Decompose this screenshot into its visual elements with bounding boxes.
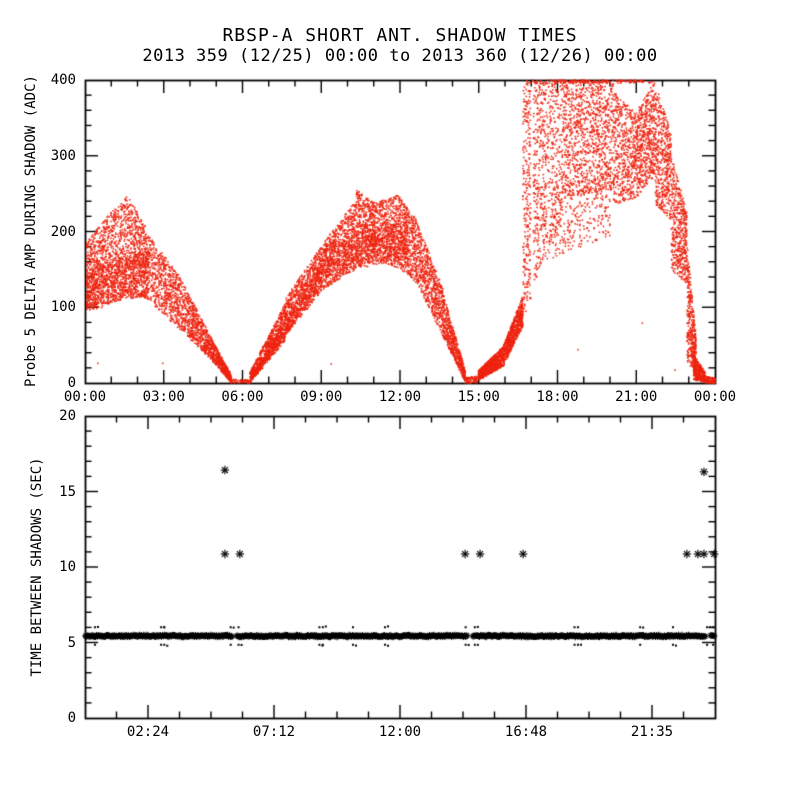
bottom-panel-y-axis-title: TIME BETWEEN SHADOWS (SEC): [29, 457, 45, 677]
x-tick-label: 00:00: [63, 389, 107, 405]
y-tick-label: 10: [59, 559, 76, 575]
x-tick-label: 16:48: [504, 724, 548, 740]
y-tick-label: 0: [67, 710, 76, 726]
x-tick-label: 03:00: [142, 389, 185, 405]
y-tick-label: 200: [50, 223, 76, 240]
x-tick-label: 18:00: [536, 389, 579, 405]
x-tick-label: 15:00: [457, 389, 500, 405]
y-tick-label: 100: [50, 299, 76, 316]
y-tick-label: 15: [59, 483, 76, 500]
x-tick-label: 21:00: [615, 389, 658, 405]
x-tick-label: 07:12: [252, 724, 296, 740]
y-tick-label: 20: [59, 408, 76, 424]
x-tick-label: 12:00: [378, 389, 422, 405]
y-tick-label: 5: [67, 634, 76, 651]
x-tick-label: 02:24: [126, 724, 170, 740]
y-tick-label: 400: [50, 72, 76, 88]
x-tick-label: 00:00: [693, 389, 737, 405]
top-panel-y-axis-title: Probe 5 DELTA AMP DURING SHADOW (ADC): [23, 75, 39, 387]
x-tick-label: 21:35: [630, 724, 674, 740]
x-tick-label: 06:00: [221, 389, 264, 405]
chart-subtitle: 2013 359 (12/25) 00:00 to 2013 360 (12/2…: [142, 46, 658, 66]
chart-title: RBSP-A SHORT ANT. SHADOW TIMES: [222, 25, 578, 46]
x-tick-label: 12:00: [378, 724, 422, 740]
x-tick-label: 09:00: [300, 389, 343, 405]
y-tick-label: 0: [67, 375, 76, 391]
y-tick-label: 300: [50, 147, 76, 164]
